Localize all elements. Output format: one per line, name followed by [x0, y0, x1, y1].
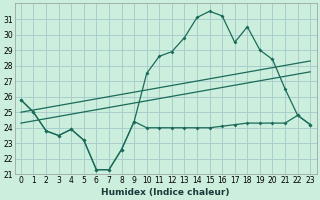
X-axis label: Humidex (Indice chaleur): Humidex (Indice chaleur)	[101, 188, 230, 197]
